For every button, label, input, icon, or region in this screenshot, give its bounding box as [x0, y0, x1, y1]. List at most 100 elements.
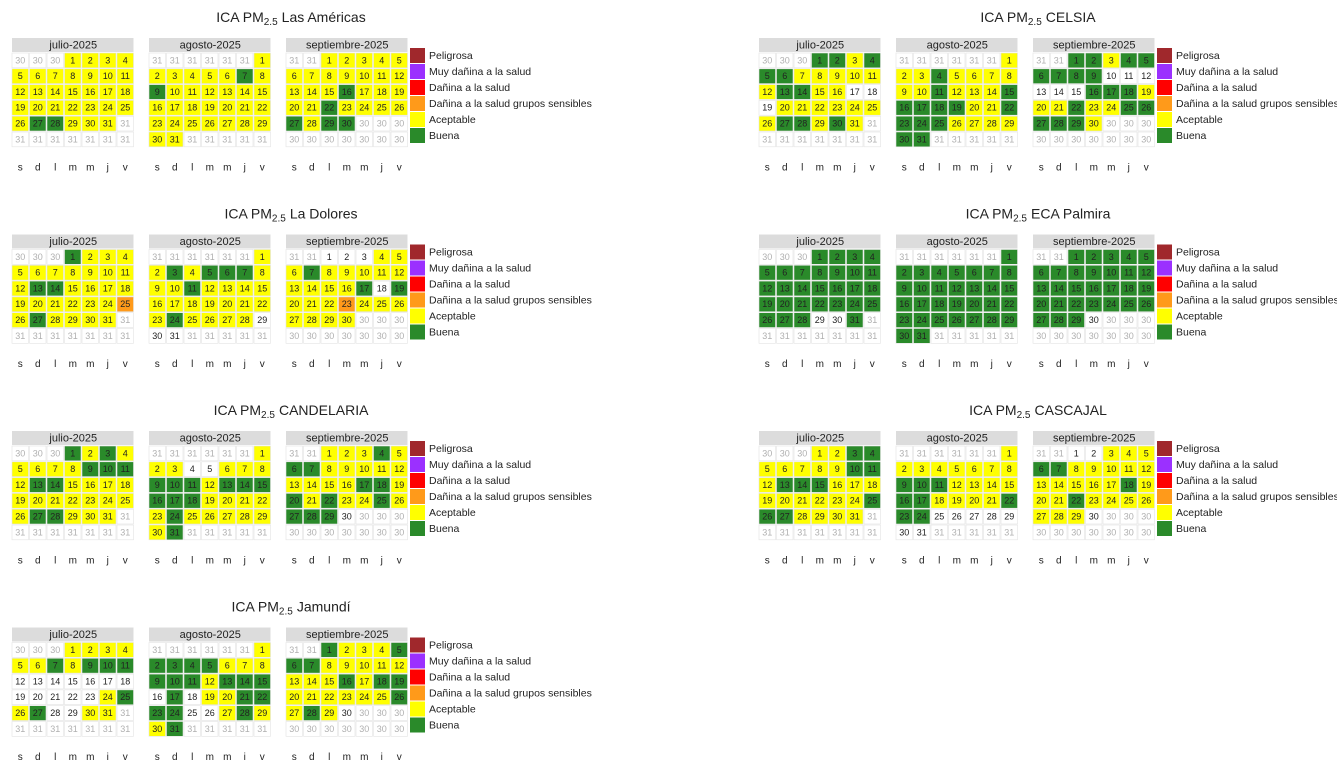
day-number: 15	[1071, 480, 1081, 490]
day-cell	[913, 328, 931, 344]
day-number: 31	[170, 331, 180, 341]
day-cell	[166, 524, 184, 541]
day-number: 29	[257, 118, 267, 128]
outside-cell	[895, 445, 913, 462]
day-number: 30	[342, 118, 352, 128]
weekday-label: l	[191, 359, 193, 370]
day-cell	[846, 296, 864, 312]
day-number: 31	[917, 134, 927, 144]
outside-cell	[1067, 131, 1085, 148]
day-cell	[29, 705, 47, 721]
outside-cell	[1032, 131, 1050, 148]
day-number: 27	[1036, 511, 1046, 521]
day-cell	[1050, 264, 1068, 281]
day-number: 9	[835, 268, 840, 278]
outside-cell	[11, 131, 29, 148]
day-number: 8	[260, 71, 265, 81]
day-cell	[1000, 508, 1018, 525]
day-number: 18	[187, 496, 197, 506]
day-number: 31	[170, 448, 180, 458]
day-number: 2	[835, 448, 840, 458]
day-number: 23	[1089, 103, 1099, 113]
day-cell	[776, 461, 794, 477]
day-cell	[930, 508, 948, 525]
chart-title: ICA PM2.5 ECA Palmira	[966, 205, 1111, 224]
day-number: 31	[307, 55, 317, 65]
day-cell	[183, 689, 201, 706]
day-number: 8	[1074, 464, 1079, 474]
day-cell	[46, 673, 64, 690]
day-number: 30	[1141, 118, 1151, 128]
outside-cell	[1032, 249, 1050, 265]
day-cell	[236, 508, 254, 525]
day-number: 14	[1054, 480, 1064, 490]
day-number: 28	[240, 118, 250, 128]
day-number: 30	[152, 527, 162, 537]
day-number: 30	[377, 331, 387, 341]
legend-label: Muy dañina a la salud	[429, 459, 531, 471]
day-cell	[338, 84, 356, 100]
day-number: 30	[1054, 331, 1064, 341]
day-cell	[320, 264, 338, 281]
day-number: 30	[359, 511, 369, 521]
day-cell	[355, 100, 373, 116]
weekday-label: s	[18, 752, 23, 761]
day-number: 5	[207, 268, 212, 278]
day-number: 28	[307, 118, 317, 128]
day-cell	[758, 68, 776, 84]
day-number: 4	[123, 448, 128, 458]
day-cell	[201, 477, 219, 493]
day-number: 30	[377, 527, 387, 537]
day-cell	[11, 264, 29, 281]
day-number: 31	[85, 527, 95, 537]
day-cell	[1085, 461, 1103, 477]
day-number: 27	[289, 511, 299, 521]
day-number: 31	[917, 252, 927, 262]
day-number: 8	[260, 268, 265, 278]
outside-cell	[11, 524, 29, 541]
day-number: 26	[205, 118, 215, 128]
day-cell	[776, 477, 794, 493]
legend-label: Buena	[429, 130, 460, 142]
outside-cell	[863, 312, 881, 328]
day-number: 9	[155, 283, 160, 293]
day-cell	[236, 705, 254, 721]
day-number: 4	[1126, 448, 1131, 458]
day-number: 24	[917, 315, 927, 325]
day-cell	[236, 100, 254, 116]
day-number: 10	[850, 71, 860, 81]
weekday-label: m	[360, 163, 368, 174]
outside-cell	[166, 642, 184, 658]
day-cell	[116, 68, 134, 84]
outside-cell	[373, 524, 391, 541]
day-number: 30	[1071, 527, 1081, 537]
outside-cell	[236, 328, 254, 344]
day-number: 31	[170, 252, 180, 262]
outside-cell	[948, 524, 966, 541]
day-number: 30	[797, 448, 807, 458]
day-cell	[948, 508, 966, 525]
day-number: 31	[15, 331, 25, 341]
day-cell	[148, 477, 166, 493]
day-number: 8	[1007, 71, 1012, 81]
day-number: 15	[815, 480, 825, 490]
day-number: 30	[289, 331, 299, 341]
day-cell	[930, 68, 948, 84]
day-number: 3	[852, 252, 857, 262]
day-cell	[99, 280, 117, 297]
day-cell	[390, 461, 408, 477]
day-cell	[355, 296, 373, 312]
day-number: 15	[1071, 283, 1081, 293]
outside-cell	[29, 642, 47, 658]
day-number: 30	[359, 331, 369, 341]
day-cell	[11, 461, 29, 477]
day-number: 31	[257, 724, 267, 734]
day-number: 31	[917, 448, 927, 458]
day-cell	[166, 131, 184, 148]
day-number: 31	[240, 724, 250, 734]
day-number: 30	[394, 724, 404, 734]
weekday-label: j	[1127, 163, 1130, 174]
day-cell	[895, 280, 913, 297]
day-cell	[166, 84, 184, 100]
